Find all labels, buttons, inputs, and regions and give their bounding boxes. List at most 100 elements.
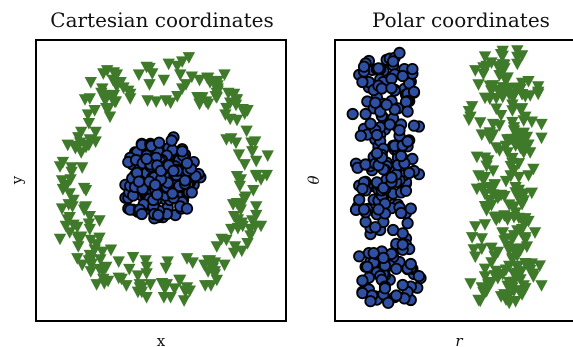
data-point-triangle bbox=[515, 50, 529, 62]
data-point-triangle bbox=[490, 265, 503, 278]
data-point-triangle bbox=[55, 203, 69, 215]
data-point-triangle bbox=[478, 287, 492, 299]
data-point-triangle bbox=[250, 155, 263, 168]
data-point-triangle bbox=[139, 255, 152, 267]
data-point-triangle bbox=[229, 137, 243, 150]
data-point-triangle bbox=[260, 169, 273, 182]
data-point-triangle bbox=[472, 170, 485, 182]
data-point-triangle bbox=[55, 175, 69, 187]
data-point-triangle bbox=[228, 241, 242, 253]
data-point-triangle bbox=[515, 103, 529, 115]
marks-polar bbox=[346, 45, 548, 310]
data-point-triangle bbox=[238, 159, 251, 171]
data-point-circle bbox=[383, 118, 396, 131]
data-point-triangle bbox=[144, 279, 157, 291]
data-point-triangle bbox=[511, 250, 524, 262]
data-point-triangle bbox=[483, 127, 496, 139]
data-point-triangle bbox=[488, 179, 501, 192]
data-point-circle bbox=[378, 282, 392, 295]
data-point-triangle bbox=[75, 126, 88, 139]
data-point-triangle bbox=[108, 96, 121, 108]
data-point-circle bbox=[185, 186, 198, 199]
data-point-circle bbox=[369, 221, 382, 234]
data-point-triangle bbox=[496, 91, 509, 104]
data-point-circle bbox=[359, 158, 372, 171]
data-point-circle bbox=[356, 286, 369, 300]
data-point-circle bbox=[152, 209, 165, 222]
y-axis-label-polar: θ bbox=[305, 175, 323, 184]
data-point-circle bbox=[356, 182, 369, 195]
data-point-triangle bbox=[174, 69, 187, 81]
data-point-circle bbox=[404, 257, 417, 271]
data-point-triangle bbox=[140, 61, 153, 74]
data-point-triangle bbox=[499, 264, 513, 277]
data-point-circle bbox=[394, 149, 408, 163]
data-point-triangle bbox=[67, 219, 80, 232]
data-point-triangle bbox=[246, 146, 259, 158]
data-point-circle bbox=[356, 274, 369, 287]
data-point-triangle bbox=[76, 259, 89, 272]
data-point-triangle bbox=[69, 140, 82, 153]
data-point-triangle bbox=[483, 80, 496, 93]
data-point-circle bbox=[380, 98, 393, 111]
data-point-triangle bbox=[494, 110, 508, 122]
data-point-circle bbox=[359, 107, 372, 121]
data-point-triangle bbox=[97, 68, 110, 80]
data-point-triangle bbox=[96, 246, 109, 259]
data-point-triangle bbox=[512, 129, 526, 141]
data-point-circle bbox=[372, 203, 385, 216]
data-point-triangle bbox=[493, 70, 506, 82]
data-point-triangle bbox=[485, 199, 498, 212]
data-point-triangle bbox=[177, 295, 191, 307]
data-point-triangle bbox=[478, 263, 492, 276]
data-point-triangle bbox=[222, 87, 235, 100]
data-point-triangle bbox=[176, 56, 189, 68]
data-point-triangle bbox=[250, 169, 263, 182]
data-point-triangle bbox=[93, 263, 106, 276]
data-point-triangle bbox=[61, 139, 74, 152]
data-point-triangle bbox=[124, 93, 137, 105]
data-point-triangle bbox=[150, 96, 163, 108]
data-point-triangle bbox=[519, 213, 532, 225]
data-point-triangle bbox=[97, 273, 110, 286]
data-point-circle bbox=[361, 260, 374, 273]
data-point-triangle bbox=[174, 274, 187, 287]
data-point-triangle bbox=[82, 139, 96, 152]
data-point-circle bbox=[370, 147, 383, 160]
data-point-circle bbox=[149, 178, 162, 191]
data-point-triangle bbox=[61, 214, 74, 226]
data-point-triangle bbox=[84, 77, 97, 89]
data-point-triangle bbox=[499, 75, 513, 88]
data-point-triangle bbox=[90, 239, 103, 251]
data-point-circle bbox=[364, 117, 377, 130]
data-point-circle bbox=[382, 296, 395, 309]
data-point-triangle bbox=[490, 142, 503, 154]
data-point-triangle bbox=[141, 95, 154, 107]
data-point-triangle bbox=[220, 234, 233, 247]
data-point-circle bbox=[135, 207, 148, 221]
data-point-circle bbox=[167, 164, 180, 177]
chart-cartesian: Cartesian coordinates x y bbox=[8, 8, 287, 347]
data-point-circle bbox=[394, 206, 408, 220]
data-point-triangle bbox=[132, 69, 146, 81]
data-point-triangle bbox=[220, 134, 233, 146]
data-point-circle bbox=[406, 62, 419, 76]
data-point-triangle bbox=[201, 255, 215, 267]
data-point-triangle bbox=[230, 94, 244, 106]
data-point-circle bbox=[403, 166, 416, 180]
data-point-circle bbox=[346, 107, 359, 121]
data-point-circle bbox=[140, 152, 153, 165]
data-point-triangle bbox=[56, 183, 70, 196]
data-point-circle bbox=[407, 119, 421, 132]
data-point-triangle bbox=[501, 147, 514, 159]
data-point-triangle bbox=[96, 83, 109, 95]
data-point-triangle bbox=[83, 223, 96, 236]
data-point-circle bbox=[354, 129, 367, 142]
data-point-triangle bbox=[499, 140, 513, 153]
data-point-circle bbox=[176, 145, 189, 158]
data-point-circle bbox=[165, 134, 178, 147]
data-point-triangle bbox=[233, 180, 246, 193]
data-point-triangle bbox=[161, 256, 174, 268]
data-point-triangle bbox=[528, 227, 542, 239]
